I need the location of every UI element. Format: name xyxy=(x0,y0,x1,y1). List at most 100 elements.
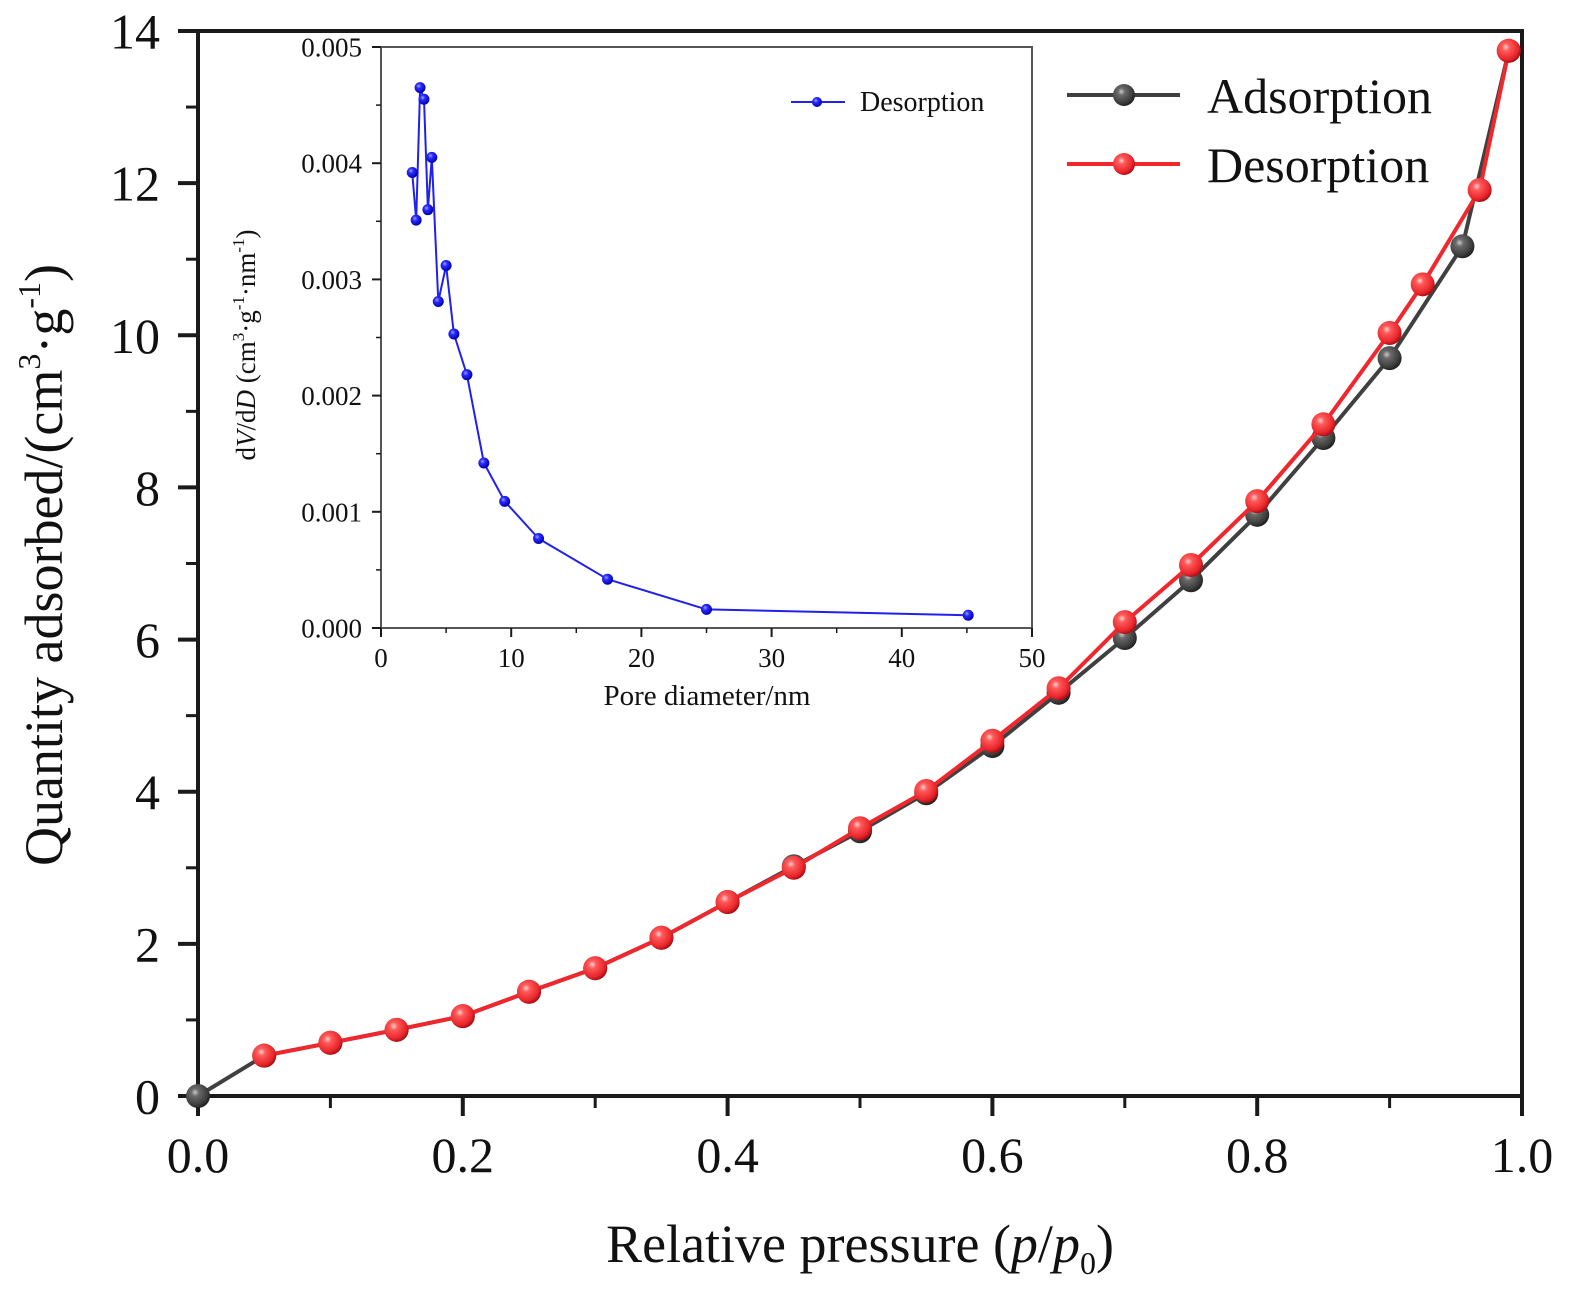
main-point-desorption xyxy=(914,778,939,803)
main-series-layer xyxy=(186,38,1521,1108)
main-x-tick-label: 0.4 xyxy=(696,1127,759,1183)
x-title-part-1: Relative pressure ( xyxy=(606,1214,1011,1274)
inset-point-desorption xyxy=(461,369,473,381)
inset-point-desorption xyxy=(426,151,438,163)
main-point-desorption xyxy=(715,890,740,915)
inset-y-axis-title: dV/dD (cm3·g-1·nm-1) xyxy=(229,229,261,460)
inset-point-desorption xyxy=(414,82,426,94)
main-y-tick-label: 4 xyxy=(135,764,160,820)
inset-y-title-dslash: /d xyxy=(231,409,261,431)
main-point-desorption xyxy=(848,816,872,841)
inset-x-tick-label: 20 xyxy=(628,643,655,673)
main-y-tick-label: 2 xyxy=(135,916,160,972)
main-y-tick-label: 6 xyxy=(135,612,160,668)
main-series-desorption xyxy=(252,38,1521,1068)
main-y-tick-label: 8 xyxy=(135,460,160,516)
main-point-desorption xyxy=(1245,489,1270,514)
inset-point-desorption xyxy=(406,166,418,178)
legend-marker-adsorption xyxy=(1113,84,1135,106)
x-title-p: p xyxy=(1007,1214,1038,1274)
inset-y-tick-label: 0.001 xyxy=(301,497,362,527)
inset-y-title-close: ) xyxy=(231,229,261,238)
inset-point-desorption xyxy=(701,603,712,615)
y-title-sup3: 3 xyxy=(11,354,47,370)
main-point-adsorption xyxy=(1377,346,1402,371)
inset-y-title-V: V xyxy=(231,427,261,447)
inset-y-title-nm: ·nm xyxy=(231,253,261,297)
inset-point-desorption xyxy=(602,573,614,585)
main-legend: Adsorption Desorption xyxy=(1067,68,1432,193)
inset-point-desorption xyxy=(440,259,452,271)
main-x-tick-label: 0.6 xyxy=(961,1127,1024,1183)
main-point-desorption xyxy=(1311,412,1336,437)
inset-y-title-sup3: 3 xyxy=(229,333,248,342)
inset-point-desorption xyxy=(533,533,545,545)
inset-x-tick-label: 30 xyxy=(758,643,785,673)
main-point-desorption xyxy=(1496,38,1521,63)
main-y-tick-label: 14 xyxy=(110,4,160,60)
inset-x-axis-title: Pore diameter/nm xyxy=(604,680,811,712)
main-y-axis: 0 2 4 6 8 10 12 14 xyxy=(110,4,198,1125)
inset-legend-label: Desorption xyxy=(860,87,984,118)
inset-point-desorption xyxy=(478,457,490,469)
inset-y-axis: 0.000 0.001 0.002 0.003 0.004 0.005 xyxy=(301,32,381,643)
main-point-desorption xyxy=(517,979,541,1004)
inset-x-tick-label: 50 xyxy=(1019,643,1046,673)
main-y-tick-label: 10 xyxy=(110,308,160,364)
inset-y-title-sup-1a: -1 xyxy=(229,296,248,310)
inset-y-title-g: ·g xyxy=(231,310,261,333)
inset-y-title-cm: (cm xyxy=(231,341,261,390)
main-point-desorption xyxy=(1112,610,1137,635)
main-point-desorption xyxy=(583,956,608,981)
main-point-desorption xyxy=(384,1017,409,1042)
inset-y-tick-label: 0.005 xyxy=(301,32,362,62)
x-title-sub0: 0 xyxy=(1080,1245,1096,1281)
y-title-close: ) xyxy=(14,264,74,282)
main-point-adsorption xyxy=(1450,234,1475,259)
inset-y-tick-label: 0.000 xyxy=(301,613,362,643)
main-point-desorption xyxy=(450,1004,475,1029)
main-x-tick-label: 1.0 xyxy=(1491,1127,1554,1183)
inset-y-tick-label: 0.002 xyxy=(301,381,362,411)
inset-point-desorption xyxy=(448,328,460,340)
main-point-desorption xyxy=(318,1030,343,1055)
inset-point-desorption xyxy=(418,93,430,105)
y-title-part-1: Quantity adsorbed/(cm xyxy=(14,370,74,866)
inset-point-desorption xyxy=(962,609,974,621)
main-point-desorption xyxy=(980,728,1005,753)
main-x-tick-label: 0.0 xyxy=(167,1127,230,1183)
y-title-sup-1: -1 xyxy=(11,282,47,309)
inset-x-axis: 0 10 20 30 40 50 xyxy=(374,628,1046,673)
inset-legend: Desorption xyxy=(791,87,984,118)
main-point-desorption xyxy=(1377,321,1402,346)
inset-x-tick-label: 0 xyxy=(374,643,388,673)
main-point-adsorption xyxy=(186,1084,210,1108)
main-point-desorption xyxy=(1179,553,1203,578)
inset-background xyxy=(381,47,1032,628)
main-point-desorption xyxy=(649,925,674,950)
main-point-desorption xyxy=(1467,177,1492,202)
main-x-axis: 0.0 0.2 0.4 0.6 0.8 1.0 xyxy=(167,1096,1554,1183)
x-title-slash: / xyxy=(1038,1214,1053,1274)
inset-y-title-sup-1b: -1 xyxy=(229,238,248,252)
inset-y-tick-label: 0.003 xyxy=(301,265,362,295)
legend-label-adsorption: Adsorption xyxy=(1207,68,1432,124)
inset-point-desorption xyxy=(422,204,434,216)
main-x-tick-label: 0.8 xyxy=(1226,1127,1289,1183)
legend-item-adsorption: Adsorption xyxy=(1067,68,1432,124)
legend-marker-desorption xyxy=(1113,153,1135,175)
inset-series-layer xyxy=(406,82,974,621)
main-y-tick-label: 0 xyxy=(135,1069,160,1125)
inset-series-desorption xyxy=(406,82,974,621)
inset-x-tick-label: 40 xyxy=(888,643,915,673)
main-x-axis-title: Relative pressure (p/p0) xyxy=(606,1214,1114,1281)
inset-point-desorption xyxy=(410,214,422,226)
x-title-close: ) xyxy=(1096,1214,1114,1274)
main-y-tick-label: 12 xyxy=(110,156,160,212)
inset-y-title-D: D xyxy=(231,390,261,411)
inset-y-tick-label: 0.004 xyxy=(301,149,362,179)
legend-label-desorption: Desorption xyxy=(1207,137,1429,193)
legend-item-desorption: Desorption xyxy=(1067,137,1429,193)
y-title-g: ·g xyxy=(14,309,74,354)
